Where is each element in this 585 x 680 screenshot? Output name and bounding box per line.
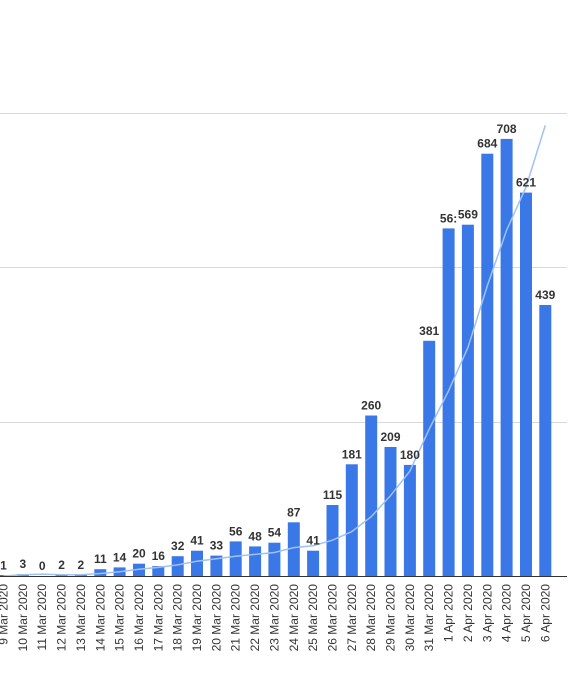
x-tick-label-17: 26 Mar 2020: [326, 584, 340, 652]
value-label-17: 115: [323, 488, 343, 502]
x-tick-label-21: 30 Mar 2020: [403, 584, 417, 652]
bar-23: [442, 228, 455, 576]
bars: [0, 138, 552, 576]
value-label-10: 41: [190, 534, 204, 548]
value-label-11: 33: [210, 539, 224, 553]
x-tick-label-16: 25 Mar 2020: [306, 584, 320, 652]
value-label-20: 209: [380, 430, 400, 444]
bar-8: [152, 566, 165, 576]
value-label-26: 708: [497, 122, 517, 136]
value-label-14: 54: [268, 526, 282, 540]
x-tick-label-25: 3 Apr 2020: [480, 584, 494, 642]
value-label-19: 260: [361, 399, 381, 413]
x-tick-label-1: 10 Mar 2020: [16, 584, 30, 652]
x-tick-label-19: 28 Mar 2020: [364, 584, 378, 652]
bar-11: [210, 555, 223, 576]
value-label-27: 621: [516, 176, 536, 190]
value-label-4: 2: [78, 558, 85, 572]
bar-10: [191, 550, 203, 576]
bar-27: [520, 192, 532, 576]
value-label-22: 381: [419, 324, 439, 338]
bar-15: [287, 522, 300, 576]
x-tick-label-8: 17 Mar 2020: [151, 584, 165, 652]
bar-9: [171, 556, 184, 576]
x-tick-label-14: 23 Mar 2020: [267, 584, 281, 652]
x-tick-label-15: 24 Mar 2020: [287, 584, 301, 652]
value-label-8: 16: [152, 549, 166, 563]
value-label-1: 3: [20, 557, 27, 571]
x-tick-label-18: 27 Mar 2020: [345, 584, 359, 652]
bar-21: [403, 464, 416, 576]
value-label-13: 48: [248, 529, 262, 543]
bar-12: [229, 541, 242, 576]
bar-16: [307, 550, 320, 576]
bar-26: [500, 138, 513, 576]
value-label-28: 439: [535, 288, 555, 302]
x-tick-label-27: 5 Apr 2020: [519, 584, 533, 642]
bar-19: [365, 415, 378, 576]
bar-24: [461, 224, 474, 576]
x-tick-label-7: 16 Mar 2020: [132, 584, 146, 652]
x-tick-label-5: 14 Mar 2020: [93, 584, 107, 652]
x-tick-label-0: 9 Mar 2020: [0, 584, 11, 645]
value-label-25: 684: [477, 137, 497, 151]
value-label-18: 181: [342, 447, 362, 461]
x-tick-label-26: 4 Apr 2020: [500, 584, 514, 642]
bar-13: [249, 546, 262, 576]
bar-5: [94, 569, 107, 576]
value-label-5: 11: [94, 552, 107, 566]
x-tick-label-23: 1 Apr 2020: [442, 584, 456, 642]
value-label-23: 56:: [440, 211, 457, 225]
x-tick-label-10: 19 Mar 2020: [190, 584, 204, 652]
bar-18: [345, 464, 358, 576]
trend-layer: [3, 125, 547, 577]
x-tick-labels: 9 Mar 2020 10 Mar 2020 11 Mar 2020 12 Mar 2…: [0, 584, 552, 652]
value-label-3: 2: [58, 558, 65, 572]
x-tick-label-24: 2 Apr 2020: [461, 584, 475, 642]
value-label-16: 41: [306, 534, 320, 548]
bar-22: [423, 340, 436, 576]
x-tick-label-11: 20 Mar 2020: [209, 584, 223, 652]
x-tick-label-4: 13 Mar 2020: [74, 584, 88, 652]
bar-25: [481, 153, 494, 576]
x-tick-label-9: 18 Mar 2020: [171, 584, 185, 652]
x-tick-label-20: 29 Mar 2020: [384, 584, 398, 652]
value-label-24: 569: [458, 208, 478, 222]
value-label-9: 32: [171, 539, 185, 553]
x-tick-label-22: 31 Mar 2020: [422, 584, 436, 652]
bar-14: [268, 542, 281, 576]
value-label-7: 20: [132, 547, 146, 561]
value-label-12: 56: [229, 524, 243, 538]
bar-28: [539, 305, 552, 576]
value-label-15: 87: [287, 505, 301, 519]
bar-20: [384, 447, 397, 576]
x-tick-label-12: 21 Mar 2020: [229, 584, 243, 652]
x-tick-label-3: 12 Mar 2020: [55, 584, 69, 652]
value-label-21: 180: [400, 448, 420, 462]
value-label-2: 0: [39, 559, 46, 573]
value-label-0: 1: [0, 558, 7, 572]
x-tick-label-28: 6 Apr 2020: [538, 584, 552, 642]
x-tick-label-13: 22 Mar 2020: [248, 584, 262, 652]
trend-line: [3, 125, 547, 577]
x-tick-label-6: 15 Mar 2020: [113, 584, 127, 652]
value-label-6: 14: [113, 550, 127, 564]
x-tick-label-2: 11 Mar 2020: [35, 584, 49, 651]
